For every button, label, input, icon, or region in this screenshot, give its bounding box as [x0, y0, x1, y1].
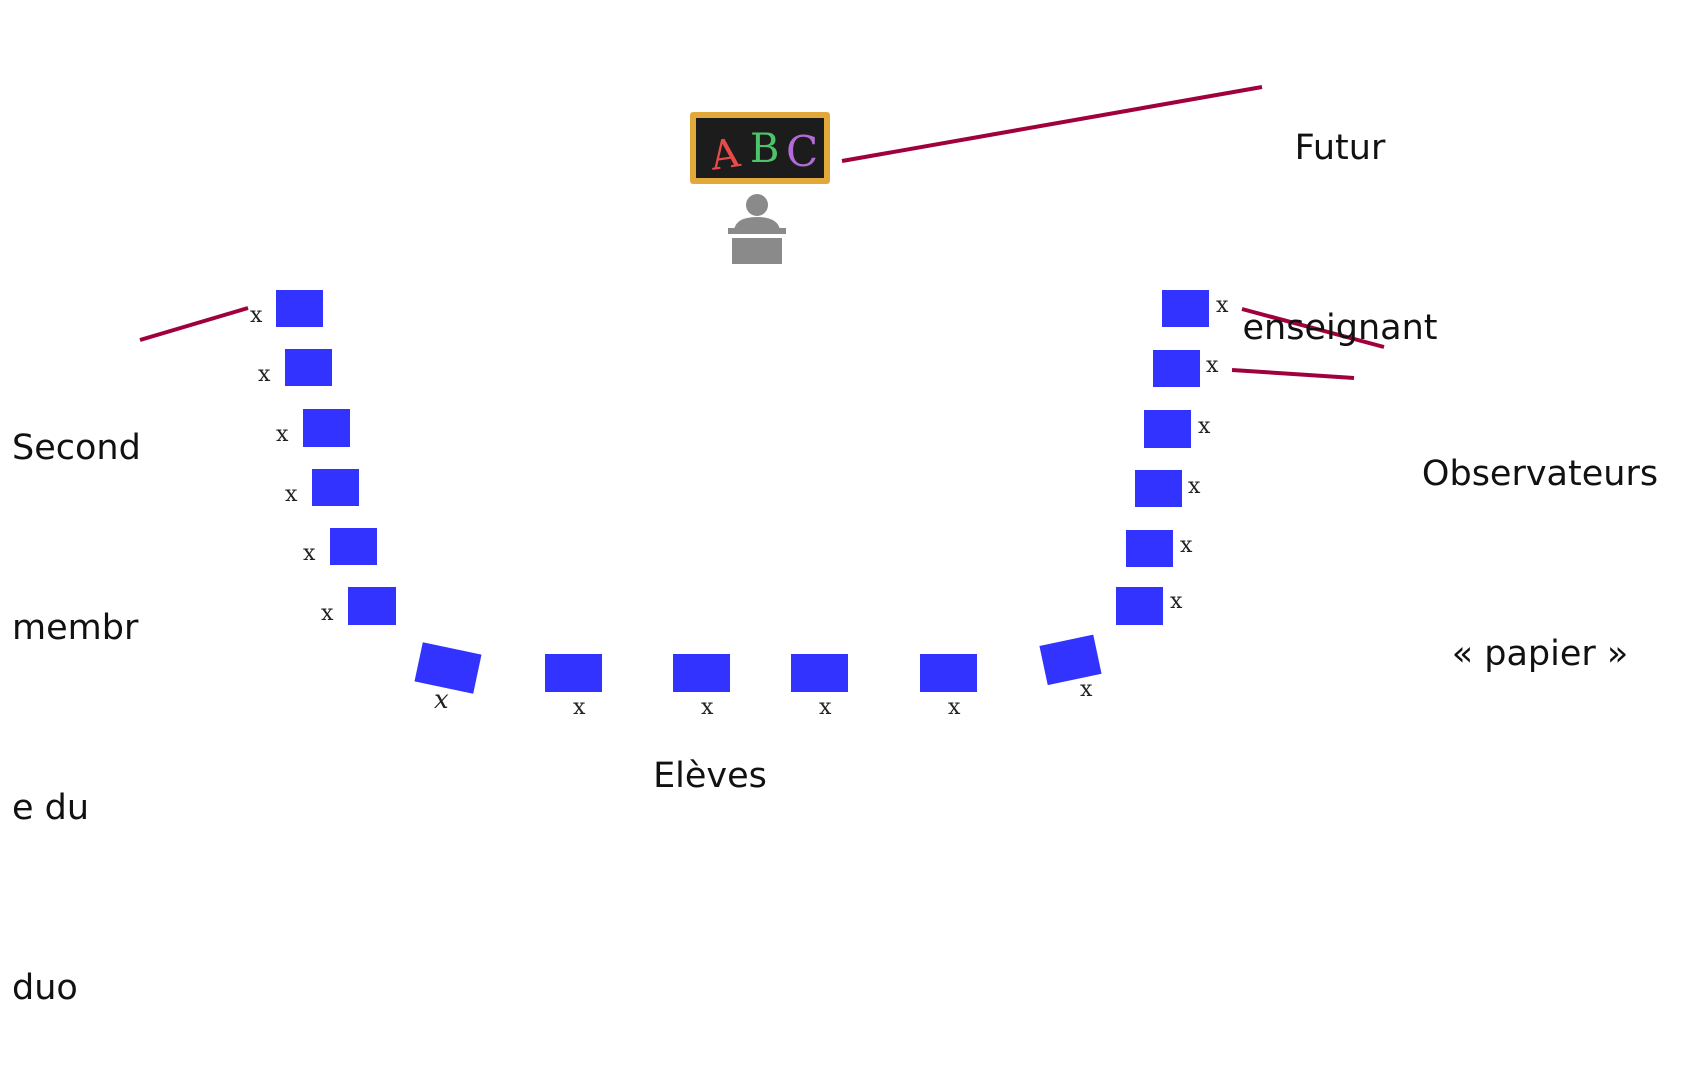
- marker-left-5: x: [303, 541, 316, 566]
- desk-bottom-1: [414, 642, 482, 694]
- desk-left-6: [348, 587, 396, 625]
- label-second-line-3: e du: [12, 788, 90, 828]
- desk-right-1: [1162, 290, 1209, 327]
- connector-observateur-1: [1241, 307, 1385, 349]
- marker-right-3: x: [1198, 414, 1211, 439]
- blackboard-icon: A B C: [690, 112, 830, 184]
- desks: [276, 290, 1209, 694]
- connector-lines: [139, 85, 1385, 380]
- marker-right-4: x: [1188, 474, 1201, 499]
- label-futur-line-1: Futur: [1294, 128, 1386, 168]
- label-observateurs-line-2: « papier »: [1451, 634, 1629, 674]
- marker-right-6: x: [1170, 589, 1183, 614]
- desk-left-4: [312, 469, 359, 506]
- marker-bottom-2: x: [573, 695, 586, 720]
- marker-bottom-5: x: [948, 695, 961, 720]
- desk-bottom-6: [1039, 634, 1102, 686]
- marker-bottom-6: x: [1080, 677, 1093, 702]
- connector-observateur-2: [1231, 368, 1355, 380]
- connector-futur-enseignant: [841, 85, 1263, 163]
- desk-right-2: [1153, 350, 1200, 387]
- label-futur-enseignant: Futur enseignant: [1240, 0, 1440, 418]
- desk-right-3: [1144, 410, 1191, 448]
- desk-bottom-3: [673, 654, 730, 692]
- blackboard-surface: [696, 118, 824, 178]
- blackboard-letter-c: C: [786, 127, 818, 176]
- desk-bottom-4: [791, 654, 848, 692]
- desk-right-4: [1135, 470, 1182, 507]
- desk-left-2: [285, 349, 332, 386]
- marker-left-1: x: [250, 303, 263, 328]
- label-eleves: Elèves: [653, 756, 767, 796]
- marker-left-6: x: [321, 601, 334, 626]
- desk-left-5: [330, 528, 377, 565]
- marker-right-5: x: [1180, 533, 1193, 558]
- label-second-membre: Second membr e du duo: [12, 298, 172, 1078]
- marker-left-3: x: [276, 422, 289, 447]
- label-second-line-2: membr: [12, 608, 139, 648]
- marker-left-4: x: [285, 482, 298, 507]
- desk-bottom-2: [545, 654, 602, 692]
- desk-right-6: [1116, 587, 1163, 625]
- marker-right-2: x: [1206, 353, 1219, 378]
- marker-bottom-3: x: [701, 695, 714, 720]
- classroom-diagram: A B C: [139, 85, 1385, 720]
- label-second-line-1: Second: [12, 428, 141, 468]
- teacher-at-desk-icon: [728, 194, 786, 264]
- label-observateurs: Observateurs « papier »: [1410, 324, 1670, 744]
- desk-left-3: [303, 409, 350, 447]
- desk-bottom-5: [920, 654, 977, 692]
- label-second-line-4: duo: [12, 968, 78, 1008]
- desk-left-1: [276, 290, 323, 327]
- label-observateurs-line-1: Observateurs: [1421, 454, 1659, 494]
- marker-left-2: x: [258, 362, 271, 387]
- marker-bottom-1: x: [434, 685, 449, 715]
- marker-right-1: x: [1216, 293, 1229, 318]
- connector-second-membre: [139, 306, 249, 342]
- marker-bottom-4: x: [819, 695, 832, 720]
- desk-right-5: [1126, 530, 1173, 567]
- label-futur-line-2: enseignant: [1242, 308, 1438, 348]
- blackboard-letter-b: B: [750, 126, 779, 172]
